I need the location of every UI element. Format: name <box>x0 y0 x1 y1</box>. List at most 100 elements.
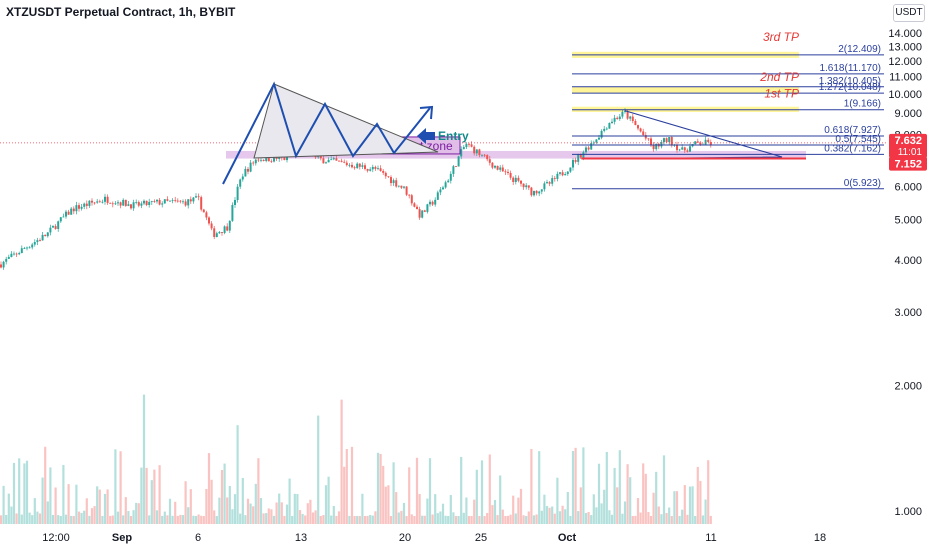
candle-body <box>530 187 533 196</box>
volume-bar <box>49 467 52 524</box>
volume-bar <box>553 513 556 524</box>
volume-bar <box>137 503 140 524</box>
volume-bar <box>249 503 252 524</box>
candle-body <box>267 155 270 162</box>
y-tick-label: 9.000 <box>894 108 922 120</box>
candle-body <box>161 203 164 205</box>
volume-bar <box>681 509 684 524</box>
candle-body <box>663 138 665 143</box>
volume-bar <box>28 512 31 524</box>
volume-bar <box>220 469 224 524</box>
candle-body <box>234 200 236 205</box>
currency-badge[interactable]: USDT <box>893 4 925 22</box>
candle-body <box>499 167 502 170</box>
candle-body <box>158 199 161 205</box>
volume-bar <box>129 515 133 524</box>
fib-level-label: 1.618(11.170) <box>819 63 881 74</box>
candle-body <box>538 191 541 194</box>
volume-bar <box>530 448 533 524</box>
volume-bar <box>579 487 582 524</box>
volume-bar <box>501 509 504 524</box>
candle-body <box>488 159 491 163</box>
candle-body <box>148 201 151 206</box>
volume-bars <box>0 394 712 524</box>
volume-bar <box>649 515 653 524</box>
candle-body <box>494 165 496 168</box>
candle-body <box>231 204 234 221</box>
volume-bar <box>473 499 476 524</box>
volume-bar <box>109 515 112 524</box>
tp-label: 2nd TP <box>759 70 799 84</box>
candle-body <box>33 242 36 245</box>
volume-bar <box>283 515 286 524</box>
candle-body <box>371 166 374 170</box>
candle-body <box>213 228 216 237</box>
volume-bar <box>662 455 666 524</box>
volume-bar <box>577 511 580 524</box>
volume-bar <box>478 515 481 524</box>
volume-bar <box>291 515 294 524</box>
candle-body <box>62 216 65 218</box>
candle-body <box>598 137 600 140</box>
volume-bar <box>639 512 642 524</box>
candle-body <box>608 123 611 129</box>
entry-arrow-icon <box>417 128 435 144</box>
candle-body <box>676 144 678 151</box>
candle-body <box>348 164 351 166</box>
volume-bar <box>384 486 387 524</box>
volume-bar <box>2 485 5 524</box>
candle-body <box>517 177 520 181</box>
volume-bar <box>558 511 562 524</box>
chart-title: XTZUSDT Perpetual Contract, 1h, BYBIT <box>6 5 236 19</box>
volume-bar <box>174 501 177 524</box>
candle-body <box>361 165 364 167</box>
volume-bar <box>382 465 385 524</box>
candle-body <box>644 135 647 139</box>
y-tick-label: 1.000 <box>894 506 922 518</box>
volume-bar <box>655 471 658 524</box>
candle-body <box>637 125 639 129</box>
candle-body <box>449 173 452 181</box>
volume-bar <box>678 515 681 524</box>
volume-bar <box>85 498 88 524</box>
volume-bar <box>486 512 489 524</box>
volume-bar <box>532 515 536 524</box>
zigzag-arrowhead <box>419 105 434 120</box>
candle-body <box>335 158 338 161</box>
candle-body <box>41 234 44 241</box>
candle-body <box>83 203 86 207</box>
volume-bar <box>538 451 541 524</box>
candle-body <box>78 205 80 209</box>
volume-bar <box>252 506 255 524</box>
candle-body <box>135 202 138 203</box>
volume-bar <box>525 515 528 524</box>
candle-body <box>218 232 221 234</box>
x-tick-label: 20 <box>399 532 411 544</box>
x-tick-label: 6 <box>195 532 201 544</box>
candle-body <box>655 143 658 150</box>
volume-bar <box>265 513 268 524</box>
volume-bar <box>67 484 70 524</box>
candle-body <box>70 208 73 215</box>
candle-body <box>421 210 424 218</box>
drawings-layer: 0(5.923) 0.382(7.162)0.5(7.545)0.618(7.92… <box>0 30 888 190</box>
x-tick-label: Sep <box>112 532 132 544</box>
candle-body <box>117 202 119 204</box>
volume-bar <box>145 467 148 524</box>
candle-body <box>208 217 210 224</box>
candle-body <box>169 200 171 202</box>
volume-bar <box>363 516 367 524</box>
candle-body <box>176 200 179 202</box>
volume-bar <box>483 515 486 524</box>
candle-body <box>696 141 699 143</box>
candle-body <box>429 201 431 205</box>
candle-body <box>400 185 403 188</box>
volume-bar <box>36 511 39 524</box>
volume-bar <box>608 510 611 524</box>
volume-bar <box>512 495 515 524</box>
volume-bar <box>413 516 416 524</box>
volume-bar <box>288 478 291 524</box>
candle-body <box>525 185 528 188</box>
candle-body <box>611 121 613 124</box>
volume-bar <box>423 515 426 524</box>
